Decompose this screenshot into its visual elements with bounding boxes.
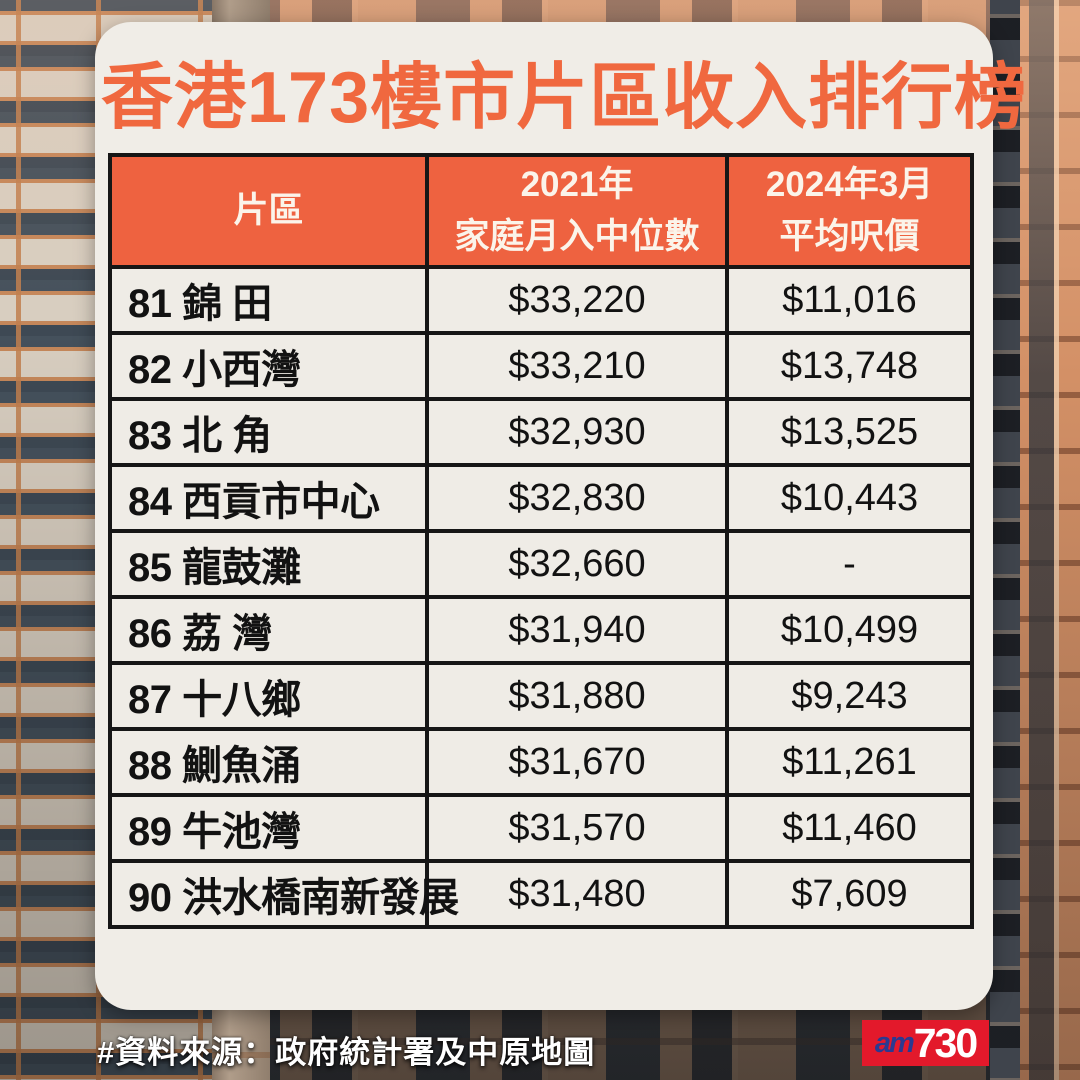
price-cell: - [725,529,974,599]
price-cell: $13,525 [725,397,974,467]
table-row: 87 十八鄉 $31,880 $9,243 [108,661,974,731]
column-header-price-line1: 2024年3月 [765,164,934,204]
page-title: 香港173樓市片區收入排行榜 [101,58,1028,138]
column-header-district: 片區 [108,153,429,269]
table-header-row: 片區 2021年家庭月入中位數 2024年3月 平均呎價 [108,153,974,269]
income-cell: $31,670 [425,727,729,797]
district-cell: 82 小西灣 [108,331,429,401]
table-row: 85 龍鼓灘 $32,660 - [108,529,974,599]
price-cell: $11,016 [725,265,974,335]
am730-logo-number-text: 730 [913,1019,978,1066]
price-cell: $11,261 [725,727,974,797]
district-cell: 88 鰂魚涌 [108,727,429,797]
district-cell: 90 洪水橋南新發展 [108,859,459,929]
background-right-orange-building [1020,0,1080,1080]
district-cell: 89 牛池灣 [108,793,429,863]
price-cell: $11,460 [725,793,974,863]
price-cell: $10,499 [725,595,974,665]
background-right-dark-building [990,0,1020,1080]
income-cell: $32,930 [425,397,729,467]
income-cell: $32,660 [425,529,729,599]
income-cell: $31,480 [425,859,729,929]
ranking-table: 片區 2021年家庭月入中位數 2024年3月 平均呎價 81 錦 田 $33,2… [108,153,974,929]
price-cell: $7,609 [725,859,974,929]
income-cell: $31,880 [425,661,729,731]
table-row: 82 小西灣 $33,210 $13,748 [108,331,974,401]
price-cell: $10,443 [725,463,974,533]
column-header-price: 2024年3月 平均呎價 [725,153,974,269]
table-body: 81 錦 田 $33,220 $11,016 82 小西灣 $33,210 $1… [108,265,974,929]
district-cell: 85 龍鼓灘 [108,529,429,599]
district-cell: 87 十八鄉 [108,661,429,731]
district-cell: 81 錦 田 [108,265,429,335]
column-header-income-line1: 2021年 [520,164,634,204]
price-cell: $13,748 [725,331,974,401]
district-cell: 84 西貢市中心 [108,463,429,533]
table-row: 88 鰂魚涌 $31,670 $11,261 [108,727,974,797]
income-cell: $31,940 [425,595,729,665]
price-cell: $9,243 [725,661,974,731]
data-source-note: #資料來源：政府統計署及中原地圖 [97,1035,596,1070]
infographic-card: 香港173樓市片區收入排行榜 片區 2021年家庭月入中位數 2024年3月 平均… [95,22,1028,1010]
district-cell: 83 北 角 [108,397,429,467]
income-cell: $31,570 [425,793,729,863]
income-cell: $32,830 [425,463,729,533]
column-header-income-line2: 家庭月入中位數 [454,217,700,256]
am730-logo: am 730 [862,1020,989,1066]
column-header-price-line2: 平均呎價 [779,217,920,256]
am730-logo-am-text: am [874,1026,915,1059]
table-row: 81 錦 田 $33,220 $11,016 [108,265,974,335]
table-row: 89 牛池灣 $31,570 $11,460 [108,793,974,863]
table-row: 90 洪水橋南新發展 $31,480 $7,609 [108,859,974,929]
table-row: 86 荔 灣 $31,940 $10,499 [108,595,974,665]
table-row: 83 北 角 $32,930 $13,525 [108,397,974,467]
income-cell: $33,220 [425,265,729,335]
district-cell: 86 荔 灣 [108,595,429,665]
table-row: 84 西貢市中心 $32,830 $10,443 [108,463,974,533]
income-cell: $33,210 [425,331,729,401]
column-header-income: 2021年家庭月入中位數 [425,153,729,269]
column-header-district-line1: 片區 [233,190,304,230]
